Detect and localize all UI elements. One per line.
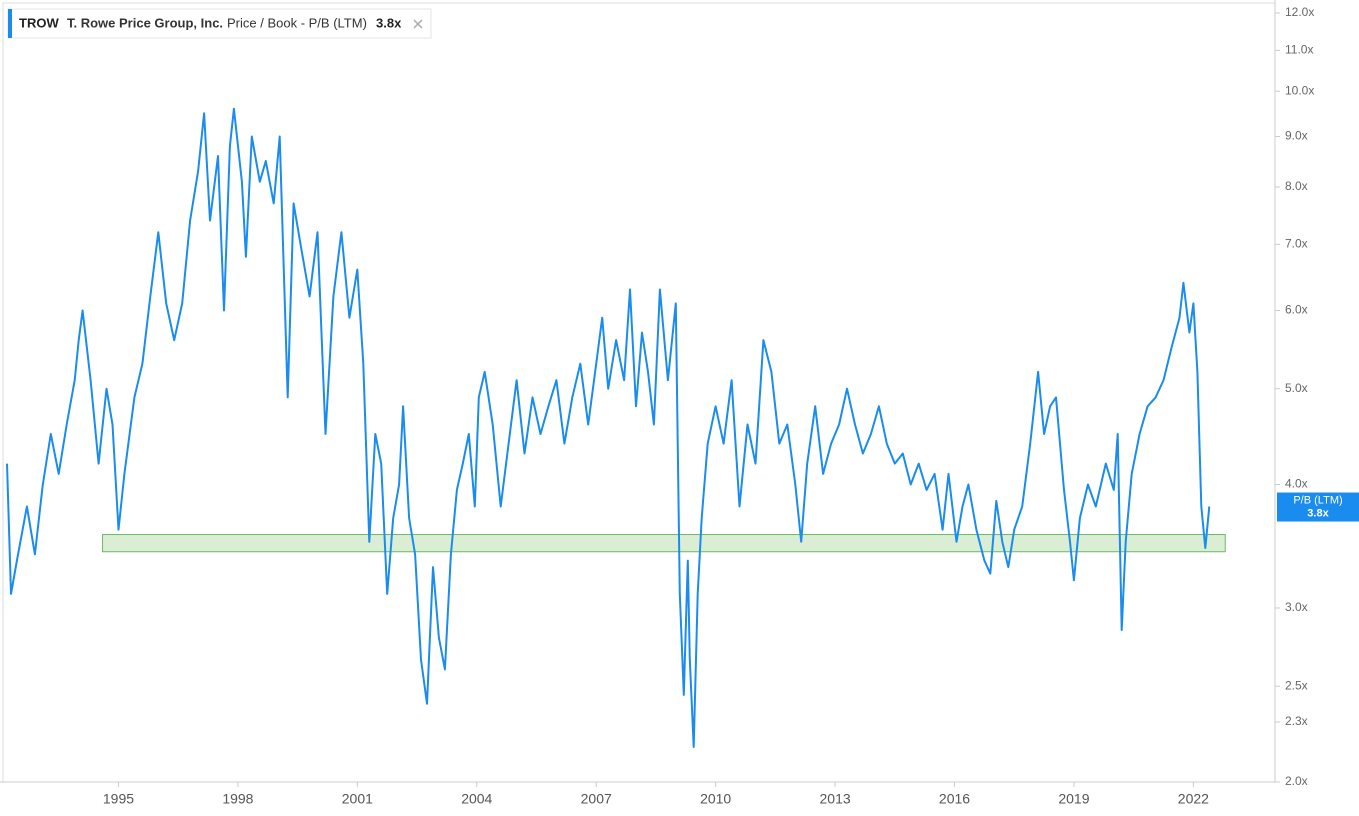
x-tick-label: 2022 (1178, 791, 1209, 807)
y-tick-label: 4.0x (1285, 477, 1308, 491)
x-tick-label: 2016 (939, 791, 970, 807)
x-tick-label: 1998 (222, 791, 253, 807)
y-tick-label: 10.0x (1285, 83, 1314, 97)
current-value-label: 3.8x (1307, 507, 1329, 519)
company-name: T. Rowe Price Group, Inc. (67, 15, 223, 30)
x-tick-label: 2010 (700, 791, 731, 807)
legend-close[interactable] (413, 19, 423, 29)
x-tick-label: 2001 (342, 791, 373, 807)
y-tick-label: 3.0x (1285, 600, 1308, 614)
x-tick-label: 2019 (1058, 791, 1089, 807)
ticker: TROW (19, 15, 59, 30)
legend-series-name: Price / Book - P/B (LTM) (227, 15, 367, 30)
y-tick-label: 6.0x (1285, 303, 1308, 317)
legend-value: 3.8x (376, 15, 402, 30)
plot-frame (2, 2, 1276, 783)
y-tick-label: 2.0x (1285, 774, 1308, 788)
x-tick-label: 2013 (820, 791, 851, 807)
y-tick-label: 5.0x (1285, 381, 1308, 395)
y-tick-label: 7.0x (1285, 237, 1308, 251)
close-line[interactable] (413, 19, 423, 29)
y-tick-label: 2.3x (1285, 714, 1308, 728)
y-tick-label: 8.0x (1285, 179, 1308, 193)
current-value-name: P/B (LTM) (1293, 494, 1342, 506)
y-tick-label: 2.5x (1285, 678, 1308, 692)
x-tick-label: 1995 (103, 791, 134, 807)
x-tick-label: 2007 (581, 791, 612, 807)
y-tick-label: 9.0x (1285, 129, 1308, 143)
legend-box (7, 8, 432, 39)
x-tick-label: 2004 (461, 791, 492, 807)
support-band (102, 534, 1226, 553)
y-tick-label: 11.0x (1285, 43, 1313, 57)
legend: TROW T. Rowe Price Group, Inc. Price / B… (7, 8, 432, 39)
series-line (6, 107, 1211, 748)
current-value-tag (1277, 492, 1359, 522)
legend-swatch (8, 9, 12, 38)
y-tick-label: 12.0x (1285, 5, 1314, 19)
